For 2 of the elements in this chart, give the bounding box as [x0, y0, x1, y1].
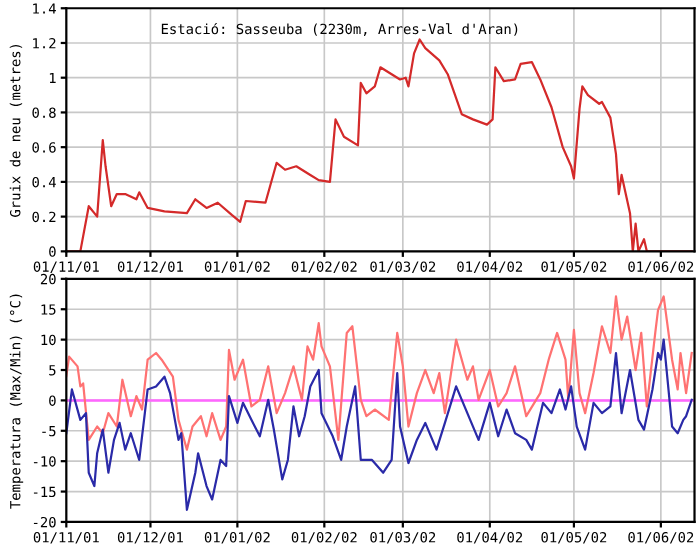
- line-series: [66, 338, 693, 511]
- line-series: [66, 295, 693, 451]
